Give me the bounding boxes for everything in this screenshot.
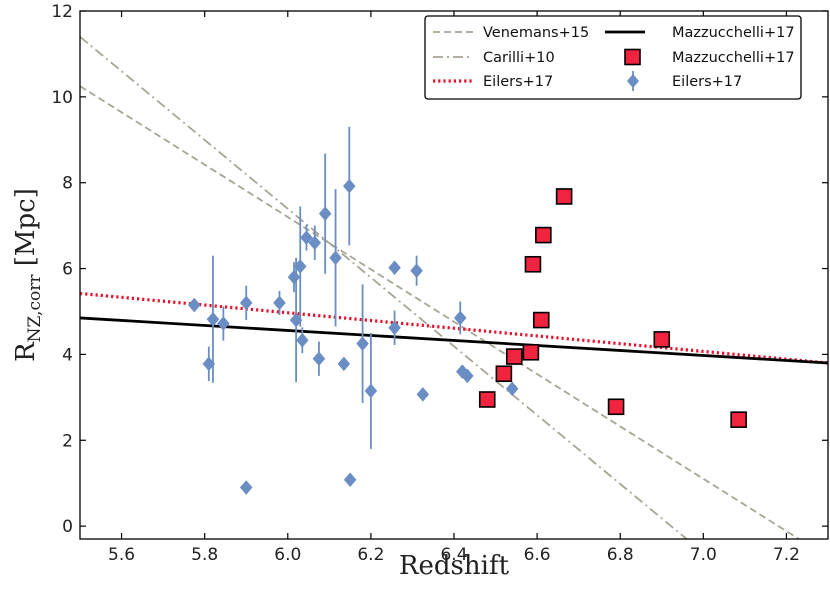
mazzucchelli-point-2: [505, 348, 523, 365]
y-tick-label-1: 2: [62, 431, 73, 451]
eilers-point-23: [410, 263, 423, 279]
eilers-point-3: [217, 316, 230, 331]
axis-ticks: 5.6 5.8 6.0 6.2 6.4 6.6 6.8 7.0 7.2 0 2 4 6 8 10 12: [51, 2, 828, 565]
line-carilli-10-dashdot: [80, 36, 688, 539]
legend-label-carilli-10-dashdot: Carilli+10: [483, 50, 555, 66]
eilers-point-13: [312, 351, 326, 367]
x-tick-label-3: 6.2: [357, 545, 384, 565]
legend-label-eilers-17-diamond: Eilers+17: [672, 74, 742, 90]
y-axis-label-main: R: [11, 341, 41, 362]
y-axis-label-unit: [Mpc]: [11, 188, 41, 274]
eilers-point-11: [300, 230, 313, 246]
x-tick-label-4: 6.4: [440, 545, 467, 565]
eilers-point-2: [206, 311, 220, 327]
mazzucchelli-point-0: [478, 391, 496, 408]
eilers-point-16: [337, 356, 351, 372]
eilers-point-14: [318, 206, 332, 221]
y-tick-label-4: 8: [62, 174, 73, 194]
eilers-point-4: [239, 295, 253, 311]
eilers-point-24: [416, 386, 430, 402]
legend-label-mazzucchelli-17-solid: Mazzucchelli+17: [672, 25, 795, 41]
legend-label-mazzucchelli-17-square: Mazzucchelli+17: [672, 50, 795, 66]
x-tick-label-6: 6.8: [607, 545, 634, 565]
eilers-point-7: [287, 269, 301, 285]
legend-label-eilers-17-dotted: Eilers+17: [483, 74, 553, 90]
eilers-point-27: [460, 368, 474, 384]
y-tick-label-6: 12: [51, 2, 73, 22]
y-tick-label-5: 10: [51, 88, 73, 108]
x-tick-label-7: 7.0: [690, 545, 717, 565]
model-lines: [80, 36, 828, 539]
mazzucchelli-point-1: [495, 365, 513, 383]
x-tick-label-8: 7.2: [773, 545, 800, 565]
eilers-point-20: [364, 383, 378, 399]
x-tick-label-2: 6.0: [274, 545, 301, 565]
mazzucchelli-points: [478, 188, 747, 428]
eilers-point-10: [295, 332, 309, 348]
eilers-point-18: [343, 472, 357, 488]
y-tick-label-2: 4: [62, 345, 73, 365]
eilers-point-21: [388, 260, 401, 276]
line-mazzucchelli-17-solid: [80, 316, 828, 365]
y-axis-label: RNZ,corr [Mpc]: [11, 188, 45, 362]
mazzucchelli-point-7: [555, 188, 573, 205]
line-venemans-15-dashed: [80, 85, 800, 539]
eilers-point-6: [273, 295, 286, 311]
eilers-point-17: [342, 178, 356, 194]
x-axis-label: Redshift: [399, 551, 510, 581]
eilers-points: [187, 178, 519, 495]
x-tick-label-0: 5.6: [108, 545, 135, 565]
x-tick-label-1: 5.8: [191, 545, 218, 565]
mazzucchelli-point-3: [522, 343, 540, 361]
legend-marker-eilers-17-diamond: [627, 74, 639, 88]
mazzucchelli-point-8: [607, 398, 625, 416]
eilers-point-0: [187, 297, 201, 313]
mazzucchelli-point-9: [653, 331, 671, 348]
legend-label-venemans-15-dashed: Venemans+15: [483, 25, 589, 41]
eilers-point-15: [329, 250, 342, 266]
legend-box: [424, 15, 802, 100]
eilers-point-8: [289, 312, 303, 328]
eilers-errorbars: [193, 126, 462, 449]
legend: Venemans+15 Carilli+10 Eilers+17 Mazzucchel…: [424, 15, 802, 100]
eilers-point-12: [308, 235, 322, 251]
mazzucchelli-point-6: [535, 226, 552, 244]
line-eilers-17-dotted: [80, 291, 828, 365]
mazzucchelli-point-5: [532, 311, 550, 329]
eilers-point-22: [388, 320, 401, 336]
mazzucchelli-point-4: [524, 255, 542, 273]
y-tick-label-0: 0: [62, 517, 73, 537]
eilers-point-28: [505, 381, 519, 397]
eilers-point-5: [239, 480, 253, 495]
eilers-point-25: [453, 310, 467, 326]
eilers-point-1: [202, 356, 216, 372]
mazzucchelli-point-10: [730, 411, 747, 428]
legend-marker-mazzucchelli-17-square: [624, 48, 641, 66]
x-tick-label-5: 6.6: [524, 545, 551, 565]
y-tick-label-3: 6: [62, 260, 73, 280]
y-axis-label-sub: NZ,corr: [25, 274, 45, 343]
eilers-point-9: [293, 259, 307, 274]
eilers-point-19: [356, 336, 369, 352]
